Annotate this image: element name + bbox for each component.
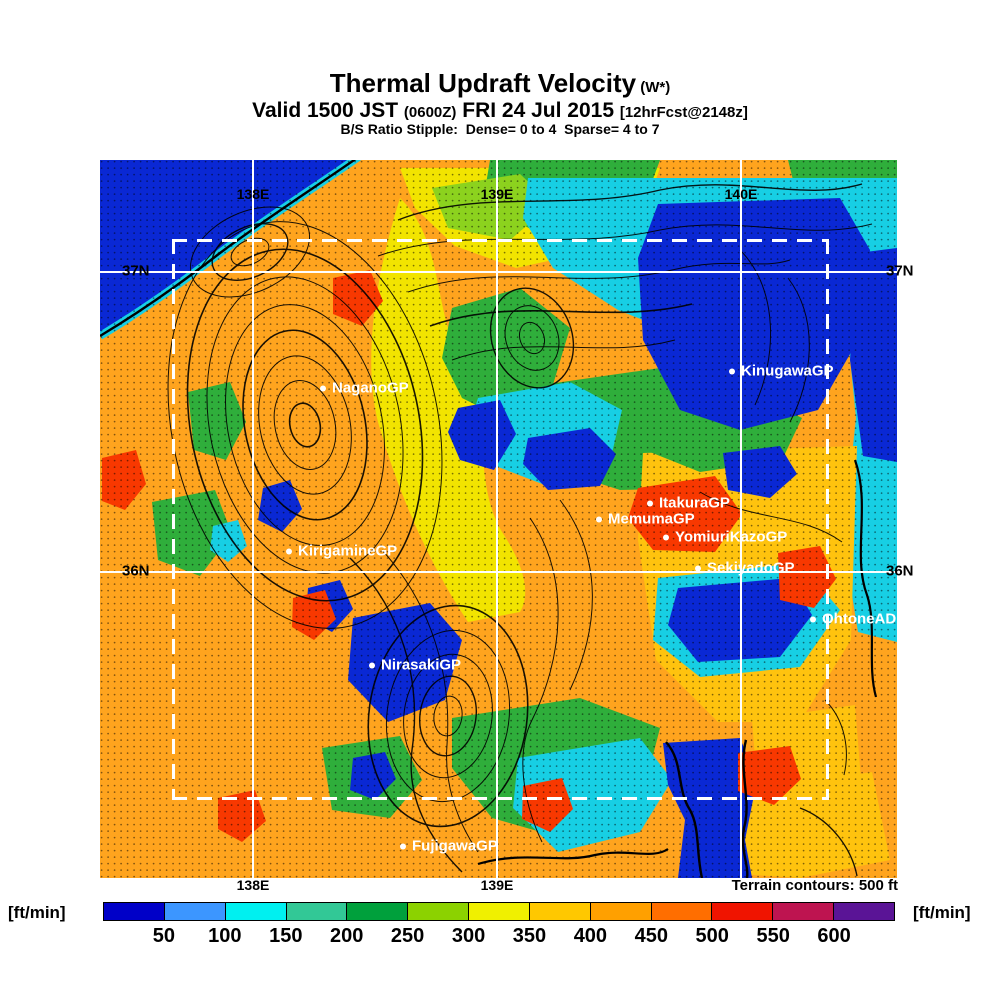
site-label: SekiyadoGP — [707, 559, 795, 577]
colorbar-cell-5 — [408, 903, 470, 920]
colorbar — [103, 902, 895, 921]
colorbar-cell-1 — [164, 903, 226, 920]
map-overlay: 138E 139E 140E 37N 37N 36N 36N NaganoGP Kinugawa… — [100, 160, 914, 878]
domain-dashed-top — [172, 239, 828, 242]
site-marker-ItakuraGP: ItakuraGP — [647, 495, 730, 512]
site-dot-icon — [369, 662, 375, 668]
map-artwork — [100, 160, 897, 878]
terrain-contours-note: Terrain contours: 500 ft — [731, 877, 898, 894]
colorbar-cell-0 — [104, 903, 165, 920]
site-marker-NaganoGP: NaganoGP — [320, 380, 409, 397]
site-dot-icon — [695, 565, 701, 571]
map-bottom-row: Terrain contours: 500 ft 138E 139E — [0, 877, 1000, 897]
colorbar-tick-400: 400 — [573, 925, 608, 947]
site-marker-NirasakiGP: NirasakiGP — [369, 657, 461, 674]
site-label: KirigamineGP — [298, 542, 398, 560]
meridian-line-138E — [252, 160, 254, 878]
colorbar-cell-6 — [469, 903, 530, 920]
meridian-label-top-140E: 140E — [724, 186, 758, 202]
site-label: OhtoneAD — [822, 610, 897, 628]
parallel-line-37N — [100, 271, 897, 273]
meridian-label-bottom-139E: 139E — [480, 877, 514, 893]
colorbar-tick-200: 200 — [330, 925, 364, 947]
parallel-line-36N — [100, 571, 897, 573]
site-label: ItakuraGP — [659, 494, 730, 512]
colorbar-tick-500: 500 — [695, 925, 729, 947]
meridian-label-bottom-138E: 138E — [236, 877, 270, 893]
forecast-map: 138E 139E 140E 37N 37N 36N 36N NaganoGP Kinugawa… — [100, 160, 914, 878]
site-marker-FujigawaGP: FujigawaGP — [400, 838, 498, 855]
site-marker-SekiyadoGP: SekiyadoGP — [695, 560, 795, 577]
site-label: NaganoGP — [332, 379, 409, 397]
site-label: KinugawaGP — [741, 362, 834, 380]
meridian-label-top-138E: 138E — [236, 186, 270, 202]
valid-time-line: Valid 1500 JST (0600Z) FRI 24 Jul 2015 [… — [0, 99, 1000, 123]
site-dot-icon — [810, 616, 816, 622]
valid-fcst: [12hrFcst@2148z] — [619, 104, 748, 121]
colorbar-tick-50: 50 — [152, 925, 176, 947]
site-label: MemumaGP — [608, 510, 695, 528]
valid-prefix: Valid 1500 JST — [252, 99, 404, 122]
colorbar-tick-350: 350 — [512, 925, 547, 947]
site-dot-icon — [596, 516, 602, 522]
meridian-line-139E — [496, 160, 498, 878]
colorbar-tick-450: 450 — [634, 925, 668, 947]
parallel-label-left-36N: 36N — [122, 562, 150, 580]
meridian-label-top-139E: 139E — [480, 186, 514, 202]
site-marker-KirigamineGP: KirigamineGP — [286, 543, 397, 560]
colorbar-unit-left: [ft/min] — [8, 903, 66, 922]
colorbar-cell-12 — [834, 903, 894, 920]
colorbar-cell-10 — [712, 903, 774, 920]
title-suffix: (W*) — [636, 79, 671, 96]
site-label: FujigawaGP — [412, 837, 498, 855]
colorbar-tick-600: 600 — [817, 925, 851, 947]
colorbar-unit-right: [ft/min] — [913, 903, 971, 922]
site-dot-icon — [286, 548, 292, 554]
site-label: NirasakiGP — [381, 656, 462, 674]
site-dot-icon — [320, 385, 326, 391]
colorbar-tick-550: 550 — [756, 925, 790, 947]
site-dot-icon — [400, 843, 406, 849]
domain-dashed-left — [172, 239, 175, 800]
colorbar-tick-250: 250 — [390, 925, 425, 947]
site-marker-KinugawaGP: KinugawaGP — [729, 363, 834, 380]
domain-dashed-bottom — [172, 797, 828, 800]
valid-zulu: (0600Z) — [403, 104, 457, 121]
stipple-note: B/S Ratio Stipple: Dense= 0 to 4 Sparse=… — [340, 121, 660, 137]
colorbar-cell-2 — [225, 903, 287, 920]
page-title: Thermal Updraft Velocity (W*) — [0, 68, 1000, 99]
colorbar-tick-300: 300 — [451, 925, 486, 947]
colorbar-ticks: 50 100 150 200 250 300 350 400 450 500 550 600 — [103, 925, 895, 949]
colorbar-cell-9 — [651, 903, 713, 920]
parallel-label-right-37N: 37N — [886, 262, 914, 280]
colorbar-cell-7 — [529, 903, 591, 920]
domain-dashed-right — [826, 239, 829, 800]
site-dot-icon — [729, 368, 735, 374]
colorbar-tick-100: 100 — [208, 925, 242, 947]
colorbar-cell-8 — [590, 903, 652, 920]
colorbar-cell-3 — [286, 903, 348, 920]
site-marker-YomiuriKazoGP: YomiuriKazoGP — [663, 529, 787, 546]
site-marker-OhtoneAD: OhtoneAD — [810, 611, 896, 628]
site-label: YomiuriKazoGP — [675, 528, 788, 546]
site-marker-MemumaGP: MemumaGP — [596, 511, 695, 528]
valid-date: FRI 24 Jul 2015 — [456, 99, 620, 122]
colorbar-cell-11 — [773, 903, 835, 920]
colorbar-tick-150: 150 — [269, 925, 303, 947]
parallel-label-left-37N: 37N — [122, 262, 150, 280]
parallel-label-right-36N: 36N — [886, 562, 914, 580]
meridian-line-140E — [740, 160, 742, 878]
site-dot-icon — [663, 534, 669, 540]
site-dot-icon — [647, 500, 653, 506]
colorbar-cell-4 — [347, 903, 409, 920]
title-text: Thermal Updraft Velocity — [329, 68, 637, 98]
